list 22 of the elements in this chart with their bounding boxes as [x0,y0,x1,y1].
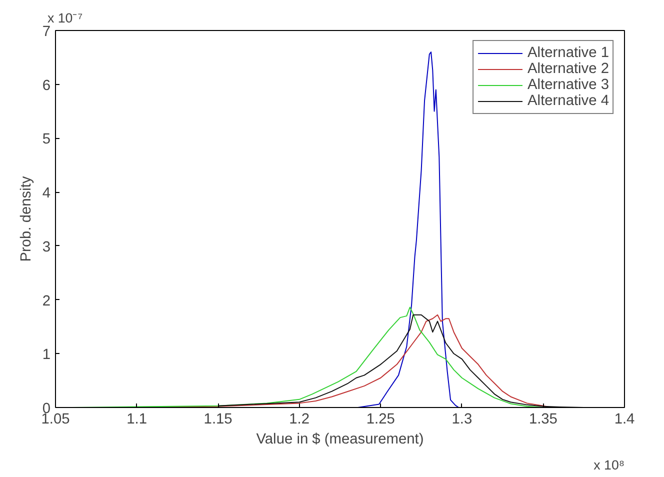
x-tick-label: 1.4 [614,412,635,428]
y-tick-label: 1 [42,347,51,364]
text: x 10⁸ [594,458,625,472]
y-tick-label: 6 [42,78,51,94]
legend-label: Alternative 4 [528,93,609,109]
x-tick-label: 1.35 [528,412,558,428]
x-tick-label: 1.1 [126,412,147,428]
y-tick-label: 3 [42,239,51,256]
x-tick-label: 1.15 [204,412,232,428]
y-tick-label: 7 [42,24,51,40]
y-tick-label: 4 [42,186,51,202]
legend-label: Alternative 3 [528,77,609,93]
x-axis-title: Value in $ (measurement) [256,432,424,448]
x-tick-label: 1.25 [366,412,395,428]
legend-label: Alternative 1 [528,45,609,61]
y-axis-title: Prob. density [18,176,34,262]
text: x 10⁻⁷ [48,10,83,26]
x-tick-label: 1.3 [452,412,472,428]
x-tick-label: 1.2 [289,412,310,428]
y-tick-label: 5 [42,132,51,148]
legend-label: Alternative 2 [528,61,609,77]
y-tick-label: 2 [42,293,51,310]
